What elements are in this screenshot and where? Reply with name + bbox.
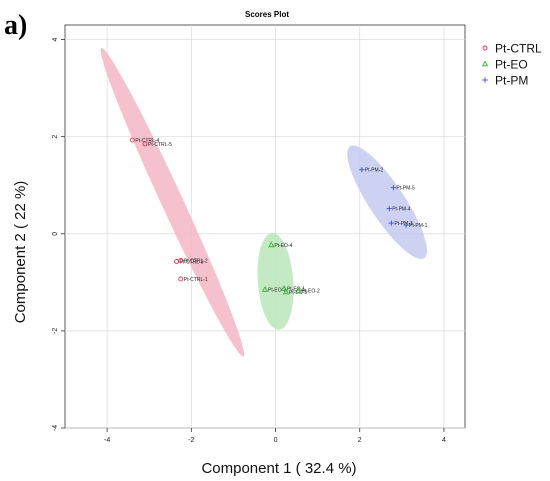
confidence-ellipse-pt-ctrl [100,47,245,357]
y-tick-label: 2 [52,135,59,139]
chart-title: Scores Plot [245,10,289,19]
legend-entry: Pt-PM [495,74,528,88]
data-point-label: Pt-PM-5 [396,186,415,192]
data-point-label: Pt-PM-3 [394,221,413,227]
data-point [295,287,302,293]
x-axis-label: Component 1 ( 32.4 %) [201,460,356,477]
data-point [386,205,392,212]
panel-label: a) [4,10,27,41]
data-point [129,137,135,143]
data-point [390,185,397,191]
confidence-ellipse-pt-pm [347,145,427,259]
y-tick-label: -4 [52,425,59,431]
data-point-label: Pt-CTRL-5 [148,142,172,148]
data-point [178,258,184,263]
legend-entry: Pt-EO [495,58,528,72]
data-point [280,285,288,291]
data-point-label: Pt-CTRL-1 [184,277,208,283]
data-point [359,167,365,173]
confidence-ellipse-pt-eo [257,233,294,330]
legend-marker [482,77,488,83]
data-point [403,222,409,228]
y-tick-label: 0 [52,232,59,236]
x-tick-label: 0 [274,437,278,444]
data-point-label: Pt-CTRL-3 [180,259,204,265]
legend: Pt-CTRL Pt-EO Pt-PM [481,42,542,88]
data-point-label: Pt-CTRL-2 [184,258,208,264]
data-point [142,141,148,147]
y-axis-label: Component 2 ( 22 %) [12,181,29,324]
data-point-label: Pt-EO-3 [268,288,286,294]
y-tick-label: 4 [52,38,59,42]
data-point [268,241,275,248]
x-tick-label: -4 [104,437,110,444]
x-tick-label: -2 [188,437,194,444]
legend-marker [481,60,489,67]
x-tick-label: 2 [358,437,362,444]
data-point-label: Pt-EO-5 [289,290,307,296]
data-point-label: Pt-PM-2 [365,168,384,174]
data-point-label: Pt-CTRL-4 [135,138,159,144]
data-point [178,276,184,282]
data-point [388,220,394,226]
legend-marker [482,45,488,51]
y-tick-label: -2 [52,328,59,334]
data-point-label: Pt-EO-4 [274,243,292,249]
data-point [282,288,290,295]
data-point-label: Pt-EO-1 [287,287,305,293]
data-point-label: Pt-PM-4 [392,207,411,213]
data-point-label: Pt-PM-1 [409,223,428,229]
data-point [261,286,269,292]
x-tick-label: 4 [442,437,446,444]
legend-entry: Pt-CTRL [495,42,542,56]
data-point-label: Pt-EO-2 [302,289,320,295]
